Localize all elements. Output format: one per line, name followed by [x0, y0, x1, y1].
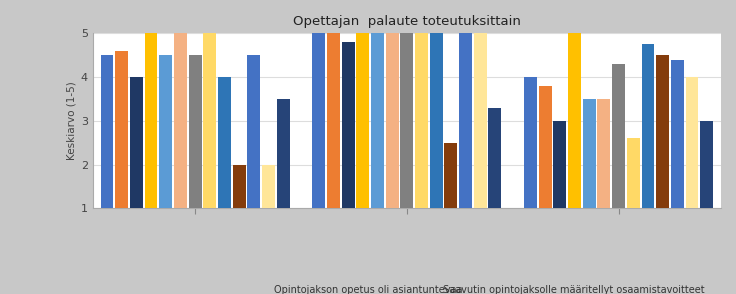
Bar — [218, 77, 231, 208]
Bar — [657, 55, 669, 208]
Bar — [685, 77, 698, 208]
Bar — [233, 165, 246, 208]
Bar — [553, 121, 567, 208]
Bar — [524, 77, 537, 208]
Y-axis label: Keskiarvo (1-5): Keskiarvo (1-5) — [66, 81, 77, 160]
Bar — [539, 86, 552, 208]
Bar — [700, 121, 713, 208]
Bar — [627, 138, 640, 208]
Bar — [312, 33, 325, 208]
Bar — [188, 55, 202, 208]
Bar — [583, 99, 595, 208]
Bar — [489, 108, 501, 208]
Bar — [474, 33, 486, 208]
Bar — [144, 33, 158, 208]
Bar — [430, 33, 442, 208]
Bar — [203, 33, 216, 208]
Bar — [400, 33, 414, 208]
Bar — [327, 33, 340, 208]
Text: Saavutin opintojaksolle määritellyt osaamistavoitteet: Saavutin opintojaksolle määritellyt osaa… — [443, 285, 705, 294]
Bar — [130, 77, 143, 208]
Bar — [598, 99, 610, 208]
Bar — [101, 55, 113, 208]
Bar — [568, 33, 581, 208]
Bar — [459, 33, 472, 208]
Bar — [445, 143, 457, 208]
Bar — [371, 33, 384, 208]
Bar — [159, 55, 172, 208]
Bar — [415, 33, 428, 208]
Bar — [612, 64, 625, 208]
Bar — [342, 42, 355, 208]
Title: Opettajan  palaute toteutuksittain: Opettajan palaute toteutuksittain — [293, 15, 521, 28]
Bar — [386, 33, 399, 208]
Bar — [262, 165, 275, 208]
Text: Opintojakson opetus oli asiantuntevaa: Opintojakson opetus oli asiantuntevaa — [274, 285, 462, 294]
Bar — [356, 33, 369, 208]
Bar — [277, 99, 289, 208]
Bar — [670, 60, 684, 208]
Bar — [247, 55, 261, 208]
Bar — [642, 44, 654, 208]
Bar — [116, 51, 128, 208]
Bar — [174, 33, 187, 208]
